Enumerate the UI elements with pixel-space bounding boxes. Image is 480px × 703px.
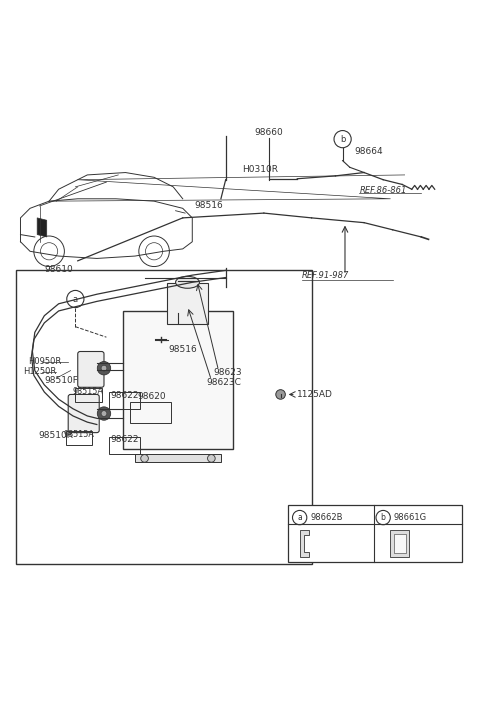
Text: 98660: 98660 xyxy=(254,129,283,137)
FancyBboxPatch shape xyxy=(288,505,462,562)
Text: H0950R: H0950R xyxy=(28,358,61,366)
Text: b: b xyxy=(340,135,345,143)
Polygon shape xyxy=(390,531,409,557)
Circle shape xyxy=(97,361,111,375)
Text: 98510R: 98510R xyxy=(39,430,74,439)
FancyBboxPatch shape xyxy=(16,271,312,564)
Text: 98516: 98516 xyxy=(195,202,223,210)
Text: 98515A: 98515A xyxy=(73,387,104,396)
Circle shape xyxy=(101,366,107,371)
Polygon shape xyxy=(300,531,309,557)
Text: REF.86-861: REF.86-861 xyxy=(360,186,407,195)
Text: 98622: 98622 xyxy=(110,391,139,400)
Ellipse shape xyxy=(176,276,199,288)
Text: H1250R: H1250R xyxy=(23,367,56,376)
Circle shape xyxy=(276,389,285,399)
Text: 98620: 98620 xyxy=(137,392,166,401)
Polygon shape xyxy=(135,454,221,462)
Text: REF.91-987: REF.91-987 xyxy=(302,271,349,280)
Text: H0310R: H0310R xyxy=(242,165,278,174)
Text: 98622: 98622 xyxy=(110,435,139,444)
Text: b: b xyxy=(381,513,385,522)
Polygon shape xyxy=(394,534,406,553)
Text: 1125AD: 1125AD xyxy=(297,390,333,399)
FancyBboxPatch shape xyxy=(167,283,208,324)
Circle shape xyxy=(101,411,107,416)
Text: 98664: 98664 xyxy=(355,146,383,155)
Text: 98662B: 98662B xyxy=(311,513,343,522)
Circle shape xyxy=(97,407,111,420)
Text: a: a xyxy=(73,295,78,304)
Circle shape xyxy=(207,455,215,462)
Text: 98516: 98516 xyxy=(168,344,197,354)
FancyBboxPatch shape xyxy=(78,352,104,387)
Text: 98510F: 98510F xyxy=(44,375,78,385)
Text: 98661G: 98661G xyxy=(394,513,427,522)
Text: 98623: 98623 xyxy=(214,368,242,378)
Text: 98623C: 98623C xyxy=(206,378,241,387)
Circle shape xyxy=(141,455,148,462)
Text: 98610: 98610 xyxy=(44,265,73,274)
FancyBboxPatch shape xyxy=(68,394,99,432)
FancyBboxPatch shape xyxy=(123,311,233,449)
Polygon shape xyxy=(37,218,47,237)
Text: a: a xyxy=(297,513,302,522)
Text: 98515A: 98515A xyxy=(63,430,94,439)
